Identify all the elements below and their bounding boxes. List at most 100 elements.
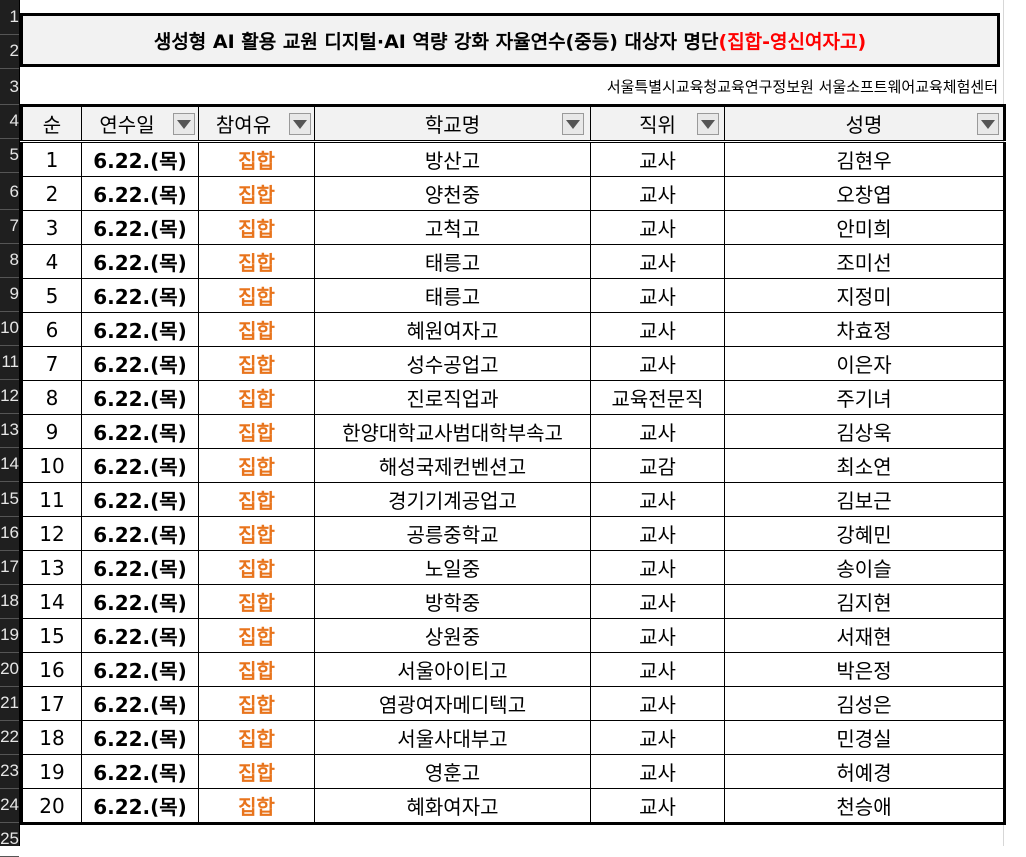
cell-name[interactable]: 김현우 (724, 141, 1005, 177)
cell-type[interactable]: 집합 (198, 584, 315, 619)
cell-date[interactable]: 6.22.(목) (81, 652, 199, 687)
cell-type[interactable]: 집합 (198, 686, 315, 721)
row-number[interactable]: 4 (0, 104, 19, 139)
cell-name[interactable]: 허예경 (724, 754, 1005, 789)
row-number[interactable]: 1 (0, 0, 19, 35)
cell-no[interactable]: 20 (21, 788, 82, 824)
cell-date[interactable]: 6.22.(목) (81, 448, 199, 483)
cell-no[interactable]: 5 (21, 278, 82, 313)
cell-position[interactable]: 교사 (590, 210, 725, 245)
cell-type[interactable]: 집합 (198, 516, 315, 551)
cell-no[interactable]: 15 (21, 618, 82, 653)
cell-position[interactable]: 교사 (590, 414, 725, 449)
cell-type[interactable]: 집합 (198, 482, 315, 517)
row-number[interactable]: 13 (0, 413, 19, 448)
cell-name[interactable]: 안미희 (724, 210, 1005, 245)
cell-school[interactable]: 고척고 (314, 210, 591, 245)
cell-no[interactable]: 10 (21, 448, 82, 483)
cell-position[interactable]: 교사 (590, 550, 725, 585)
cell-date[interactable]: 6.22.(목) (81, 141, 199, 177)
cell-school[interactable]: 방산고 (314, 141, 591, 177)
cell-no[interactable]: 16 (21, 652, 82, 687)
cell-type[interactable]: 집합 (198, 141, 315, 177)
row-number[interactable]: 24 (0, 788, 19, 823)
cell-school[interactable]: 해성국제컨벤션고 (314, 448, 591, 483)
cell-no[interactable]: 19 (21, 754, 82, 789)
cell-school[interactable]: 태릉고 (314, 244, 591, 279)
header-school[interactable]: 학교명 (314, 105, 591, 143)
row-number[interactable]: 16 (0, 516, 19, 551)
cell-school[interactable]: 혜화여자고 (314, 788, 591, 824)
cell-position[interactable]: 교사 (590, 482, 725, 517)
row-number[interactable]: 14 (0, 447, 19, 482)
cell-type[interactable]: 집합 (198, 346, 315, 381)
cell-school[interactable]: 태릉고 (314, 278, 591, 313)
cell-school[interactable]: 양천중 (314, 176, 591, 211)
cell-position[interactable]: 교사 (590, 278, 725, 313)
cell-name[interactable]: 송이슬 (724, 550, 1005, 585)
row-number[interactable]: 9 (0, 277, 19, 312)
row-number[interactable]: 12 (0, 379, 19, 414)
cell-date[interactable]: 6.22.(목) (81, 788, 199, 824)
row-number[interactable]: 15 (0, 482, 19, 517)
row-number[interactable]: 3 (0, 70, 19, 105)
cell-date[interactable]: 6.22.(목) (81, 414, 199, 449)
cell-name[interactable]: 천승애 (724, 788, 1005, 824)
cell-date[interactable]: 6.22.(목) (81, 312, 199, 347)
cell-position[interactable]: 교사 (590, 754, 725, 789)
cell-date[interactable]: 6.22.(목) (81, 754, 199, 789)
cell-name[interactable]: 김상욱 (724, 414, 1005, 449)
row-number[interactable]: 8 (0, 243, 19, 278)
cell-date[interactable]: 6.22.(목) (81, 720, 199, 755)
header-name[interactable]: 성명 (724, 105, 1005, 143)
cell-type[interactable]: 집합 (198, 652, 315, 687)
cell-no[interactable]: 3 (21, 210, 82, 245)
cell-position[interactable]: 교사 (590, 244, 725, 279)
cell-date[interactable]: 6.22.(목) (81, 244, 199, 279)
row-number[interactable]: 2 (0, 34, 19, 69)
cell-no[interactable]: 4 (21, 244, 82, 279)
row-number[interactable]: 5 (0, 138, 19, 173)
row-number[interactable]: 25 (0, 822, 19, 857)
cell-name[interactable]: 지정미 (724, 278, 1005, 313)
filter-dropdown-school[interactable] (562, 113, 584, 135)
row-number[interactable]: 22 (0, 720, 19, 755)
cell-name[interactable]: 김지현 (724, 584, 1005, 619)
cell-name[interactable]: 조미선 (724, 244, 1005, 279)
cell-school[interactable]: 서울사대부고 (314, 720, 591, 755)
cell-name[interactable]: 차효정 (724, 312, 1005, 347)
cell-date[interactable]: 6.22.(목) (81, 550, 199, 585)
cell-date[interactable]: 6.22.(목) (81, 210, 199, 245)
cell-name[interactable]: 민경실 (724, 720, 1005, 755)
cell-name[interactable]: 김성은 (724, 686, 1005, 721)
cell-no[interactable]: 17 (21, 686, 82, 721)
cell-no[interactable]: 8 (21, 380, 82, 415)
row-number[interactable]: 11 (0, 345, 19, 380)
cell-position[interactable]: 교사 (590, 584, 725, 619)
cell-position[interactable]: 교사 (590, 346, 725, 381)
row-number[interactable]: 7 (0, 209, 19, 244)
cell-school[interactable]: 방학중 (314, 584, 591, 619)
cell-type[interactable]: 집합 (198, 312, 315, 347)
cell-type[interactable]: 집합 (198, 380, 315, 415)
cell-type[interactable]: 집합 (198, 244, 315, 279)
cell-name[interactable]: 박은정 (724, 652, 1005, 687)
cell-position[interactable]: 교감 (590, 448, 725, 483)
cell-no[interactable]: 6 (21, 312, 82, 347)
cell-no[interactable]: 14 (21, 584, 82, 619)
cell-no[interactable]: 11 (21, 482, 82, 517)
cell-date[interactable]: 6.22.(목) (81, 584, 199, 619)
cell-name[interactable]: 김보근 (724, 482, 1005, 517)
row-number[interactable]: 17 (0, 550, 19, 585)
cell-date[interactable]: 6.22.(목) (81, 618, 199, 653)
filter-dropdown-position[interactable] (697, 113, 719, 135)
cell-position[interactable]: 교사 (590, 516, 725, 551)
cell-school[interactable]: 진로직업과 (314, 380, 591, 415)
cell-school[interactable]: 상원중 (314, 618, 591, 653)
cell-no[interactable]: 18 (21, 720, 82, 755)
cell-school[interactable]: 성수공업고 (314, 346, 591, 381)
cell-type[interactable]: 집합 (198, 278, 315, 313)
cell-date[interactable]: 6.22.(목) (81, 278, 199, 313)
cell-school[interactable]: 한양대학교사범대학부속고 (314, 414, 591, 449)
cell-name[interactable]: 강혜민 (724, 516, 1005, 551)
